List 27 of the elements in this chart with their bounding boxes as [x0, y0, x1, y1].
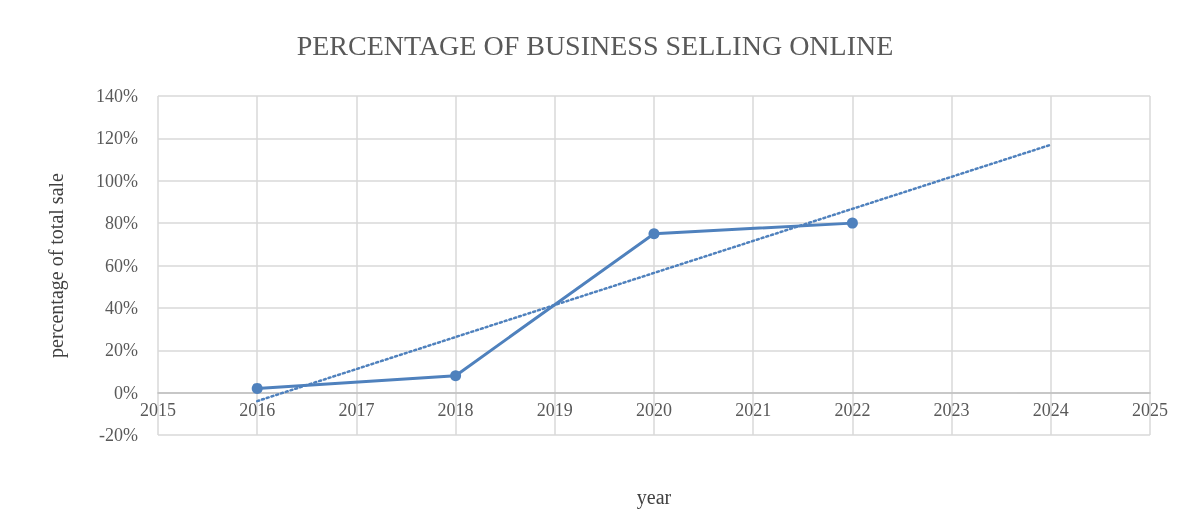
y-tick-label: 80% — [105, 213, 138, 234]
y-tick-label: 120% — [96, 128, 138, 149]
y-tick-label: -20% — [99, 425, 138, 445]
x-tick-label: 2020 — [636, 399, 672, 420]
x-tick-label: 2015 — [140, 399, 176, 420]
y-tick-label: 100% — [96, 170, 138, 191]
x-tick-label: 2023 — [933, 399, 970, 420]
point — [846, 217, 858, 229]
x-tick-label: 2018 — [437, 399, 474, 420]
x-tick-label: 2025 — [1132, 399, 1168, 420]
point — [450, 370, 462, 382]
x-tick-label: 2024 — [1032, 399, 1069, 420]
y-tick-label: 40% — [105, 297, 138, 318]
x-axis-title: year — [636, 486, 672, 509]
point — [251, 382, 263, 394]
x-tick-label: 2016 — [239, 399, 276, 420]
chart-title: PERCENTAGE OF BUSINESS SELLING ONLINE — [296, 29, 894, 61]
x-tick-label: 2017 — [338, 399, 375, 420]
y-tick-label: 140% — [96, 86, 138, 106]
y-tick-label: 60% — [105, 255, 138, 276]
y-tick-label: 0% — [114, 382, 138, 403]
x-tick-label: 2019 — [536, 399, 573, 420]
point — [648, 228, 660, 240]
y-axis-title: percentage of total sale — [45, 172, 68, 358]
x-tick-label: 2022 — [834, 399, 871, 420]
y-tick-label: 20% — [105, 340, 138, 361]
x-tick-label: 2021 — [735, 399, 772, 420]
